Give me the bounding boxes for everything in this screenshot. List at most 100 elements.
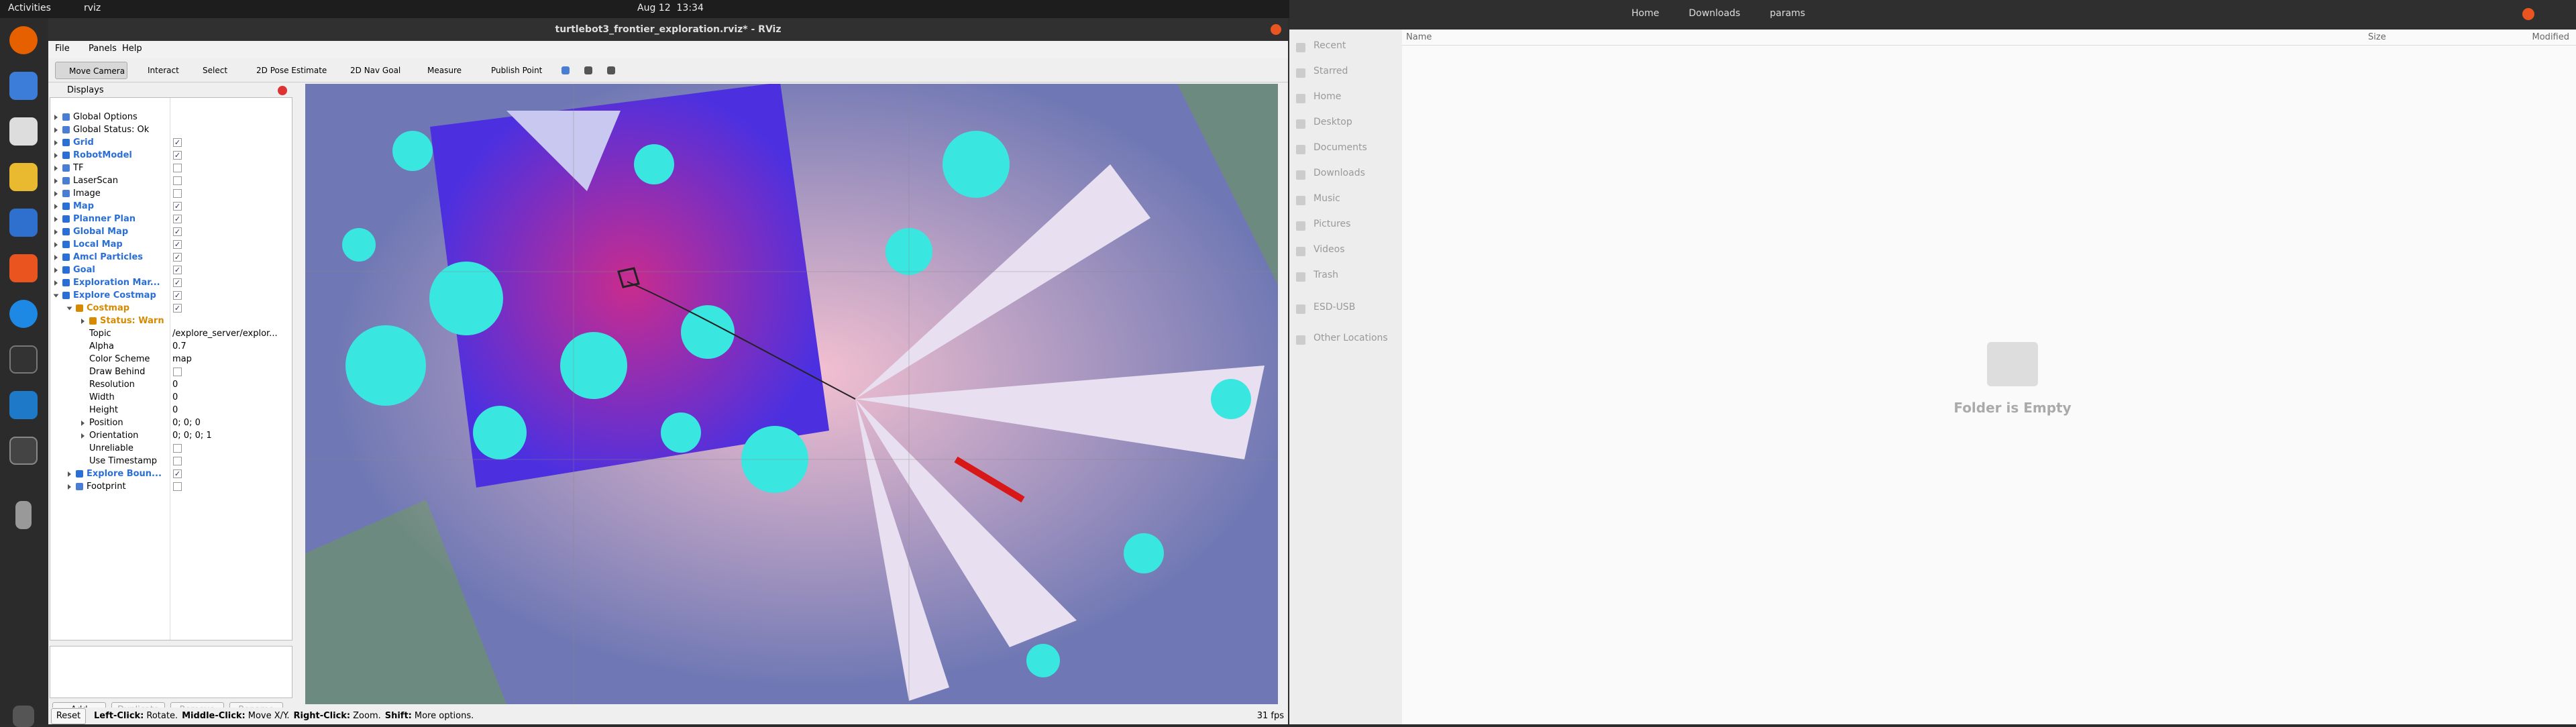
sidebar-item[interactable]: ESD-USB — [1296, 302, 1397, 318]
expander[interactable] — [54, 217, 58, 222]
column-header[interactable]: Size — [2368, 32, 2386, 42]
help-icon[interactable] — [9, 300, 38, 328]
expander[interactable] — [54, 178, 58, 184]
expander[interactable] — [54, 166, 58, 171]
tree-row[interactable]: Global Options — [50, 111, 292, 123]
apps-grid[interactable] — [13, 706, 34, 727]
expander[interactable] — [81, 433, 85, 439]
path-crumb[interactable]: Home — [1631, 8, 1660, 19]
clock[interactable]: Aug 12 13:34 — [637, 3, 704, 13]
checkbox[interactable]: ✓ — [173, 266, 182, 274]
tree-row[interactable]: Global Map ✓ — [50, 225, 292, 238]
view-tool[interactable] — [607, 66, 615, 74]
expander[interactable] — [68, 471, 71, 477]
tree-row[interactable]: LaserScan — [50, 174, 292, 187]
writer-icon[interactable] — [9, 209, 38, 237]
tree-row[interactable]: TF — [50, 162, 292, 174]
tree-row[interactable]: Status: Warn — [50, 315, 292, 327]
files-icon[interactable] — [9, 117, 38, 146]
sidebar-item[interactable]: Desktop — [1296, 117, 1397, 133]
expander[interactable] — [66, 306, 72, 311]
sidebar-item[interactable]: Home — [1296, 91, 1397, 107]
expander[interactable] — [54, 204, 58, 209]
sidebar-item[interactable]: Downloads — [1296, 168, 1397, 184]
expander[interactable] — [54, 255, 58, 260]
expander[interactable] — [54, 127, 58, 133]
checkbox[interactable]: ✓ — [173, 202, 182, 211]
software-icon[interactable] — [9, 254, 38, 282]
sidebar-item[interactable]: Other Locations — [1296, 333, 1397, 349]
expander[interactable] — [54, 153, 58, 158]
sidebar-item[interactable]: Music — [1296, 193, 1397, 209]
tree-row[interactable]: Map ✓ — [50, 200, 292, 213]
tree-row[interactable]: Explore Costmap ✓ — [50, 289, 292, 302]
tree-row[interactable]: Exploration Mar... ✓ — [50, 276, 292, 289]
tree-row[interactable]: Width 0 — [50, 391, 292, 404]
tool-button[interactable]: Move Camera — [55, 62, 127, 79]
tree-row[interactable]: Global Status: Ok — [50, 123, 292, 136]
row-value[interactable]: 0 — [172, 392, 178, 402]
expander[interactable] — [54, 268, 58, 273]
tree-row[interactable]: Goal ✓ — [50, 264, 292, 276]
splitter[interactable] — [294, 84, 304, 704]
activities[interactable]: Activities — [8, 3, 51, 13]
tool-button[interactable]: 2D Nav Goal — [337, 62, 407, 79]
tool-button[interactable]: Select — [189, 62, 236, 79]
tool-button[interactable]: Measure — [414, 62, 471, 79]
checkbox[interactable]: ✓ — [173, 227, 182, 236]
sidebar-item[interactable]: Videos — [1296, 244, 1397, 260]
checkbox[interactable]: ✓ — [173, 253, 182, 262]
close-button[interactable] — [1271, 24, 1281, 35]
reset-button[interactable]: Reset — [51, 708, 86, 724]
sidebar-item[interactable]: Documents — [1296, 142, 1397, 158]
row-value[interactable]: map — [172, 354, 192, 364]
tree-row[interactable]: Grid ✓ — [50, 136, 292, 149]
vscode-icon[interactable] — [9, 391, 38, 419]
firefox-icon[interactable] — [9, 26, 38, 54]
expander[interactable] — [54, 280, 58, 286]
row-value[interactable]: 0 — [172, 405, 178, 415]
row-value[interactable]: 0 — [172, 380, 178, 390]
expander[interactable] — [81, 421, 85, 426]
tree-row[interactable]: RobotModel ✓ — [50, 149, 292, 162]
close-button[interactable] — [2522, 8, 2534, 20]
checkbox[interactable]: ✓ — [173, 151, 182, 160]
checkbox[interactable] — [173, 368, 182, 376]
sidebar-item[interactable]: Starred — [1296, 66, 1397, 82]
rhythmbox-icon[interactable] — [9, 163, 38, 191]
checkbox[interactable]: ✓ — [173, 291, 182, 300]
tree-row[interactable]: Planner Plan ✓ — [50, 213, 292, 225]
expander[interactable] — [54, 229, 58, 235]
tree-row[interactable]: Resolution 0 — [50, 378, 292, 391]
tree-row[interactable]: Costmap ✓ — [50, 302, 292, 315]
rviz-icon[interactable] — [9, 437, 38, 465]
checkbox[interactable]: ✓ — [173, 469, 182, 478]
thunderbird-icon[interactable] — [9, 72, 38, 100]
row-value[interactable]: 0; 0; 0; 1 — [172, 431, 212, 441]
checkbox[interactable] — [173, 176, 182, 185]
expander[interactable] — [68, 484, 71, 490]
tree-row[interactable]: Image — [50, 187, 292, 200]
expander[interactable] — [54, 140, 58, 146]
tree-row[interactable]: Color Scheme map — [50, 353, 292, 366]
checkbox[interactable] — [173, 189, 182, 198]
checkbox[interactable] — [173, 444, 182, 453]
tree-row[interactable]: Topic/explore_server/explor... — [50, 327, 292, 340]
tree-row[interactable]: Orientation 0; 0; 0; 1 — [50, 429, 292, 442]
app-menu[interactable]: rviz — [84, 3, 101, 13]
tree-row[interactable]: Use Timestamp — [50, 455, 292, 467]
checkbox[interactable]: ✓ — [173, 215, 182, 223]
tree-row[interactable]: Amcl Particles ✓ — [50, 251, 292, 264]
checkbox[interactable] — [173, 457, 182, 465]
menu-item[interactable]: File — [55, 44, 70, 54]
row-value[interactable]: 0; 0; 0 — [172, 418, 201, 428]
checkbox[interactable]: ✓ — [173, 278, 182, 287]
column-header[interactable]: Name — [1406, 32, 1432, 42]
sidebar-item[interactable]: Trash — [1296, 270, 1397, 286]
sidebar-item[interactable]: Recent — [1296, 40, 1397, 56]
view-tool[interactable] — [561, 66, 570, 74]
path-crumb[interactable]: Downloads — [1688, 8, 1741, 19]
tool-button[interactable]: Publish Point — [478, 62, 551, 79]
checkbox[interactable]: ✓ — [173, 240, 182, 249]
sidebar-item[interactable]: Pictures — [1296, 219, 1397, 235]
